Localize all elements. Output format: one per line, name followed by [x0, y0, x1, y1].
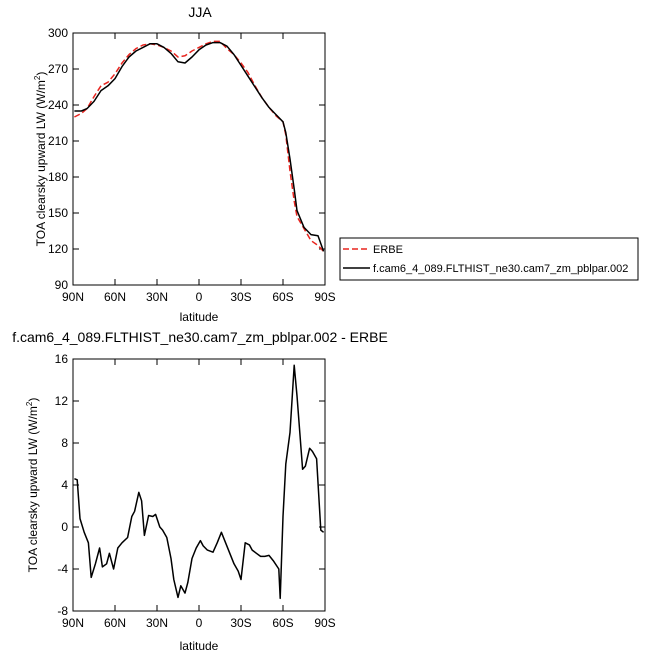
top-chart-title: JJA — [188, 4, 212, 20]
top-y-tick-label: 90 — [55, 278, 69, 292]
top-x-tick-label: 60N — [104, 290, 126, 304]
top-y-tick-label: 240 — [48, 98, 68, 112]
bottom-series-line-0 — [74, 364, 325, 600]
top-y-tick-label: 150 — [48, 206, 68, 220]
top-series-line-1 — [74, 41, 325, 252]
bottom-x-tick-label: 30S — [230, 616, 251, 630]
legend-label-model: f.cam6_4_089.FLTHIST_ne30.cam7_zm_pblpar… — [373, 263, 628, 275]
top-y-tick-label: 270 — [48, 62, 68, 76]
top-y-tick-label: 300 — [48, 26, 68, 40]
bottom-x-tick-label: 60S — [272, 616, 293, 630]
bottom-y-tick-label: -4 — [57, 562, 68, 576]
bottom-x-tick-label: 0 — [196, 616, 203, 630]
top-x-tick-label: 0 — [196, 290, 203, 304]
bottom-y-axis-label: TOA clearsky upward LW (W/m2) — [25, 398, 40, 573]
top-x-tick-label: 30S — [230, 290, 251, 304]
top-x-tick-label: 30N — [146, 290, 168, 304]
legend-label-erbe: ERBE — [373, 244, 403, 256]
top-x-axis-label: latitude — [180, 310, 219, 324]
top-y-tick-label: 180 — [48, 170, 68, 184]
bottom-plot-frame — [72, 358, 326, 612]
top-y-tick-label: 210 — [48, 134, 68, 148]
top-series-line-0 — [74, 40, 325, 252]
top-x-tick-label: 60S — [272, 290, 293, 304]
top-chart: JJA 90N 60N 30N 0 30S 60S 90S 90 120 150 180 210 240… — [33, 4, 639, 324]
bottom-y-tick-label: 16 — [55, 352, 69, 366]
top-x-tick-label: 90S — [314, 290, 335, 304]
top-y-tick-label: 120 — [48, 242, 68, 256]
bottom-x-tick-label: 90S — [314, 616, 335, 630]
bottom-x-axis-label: latitude — [180, 639, 219, 653]
top-chart-legend: ERBE f.cam6_4_089.FLTHIST_ne30.cam7_zm_p… — [339, 237, 639, 281]
bottom-x-tick-label: 60N — [104, 616, 126, 630]
bottom-y-tick-label: 8 — [61, 436, 68, 450]
bottom-y-tick-label: 0 — [61, 520, 68, 534]
top-plot-frame — [72, 32, 326, 286]
bottom-y-tick-label: -8 — [57, 604, 68, 618]
legend-frame — [339, 237, 639, 281]
bottom-chart-title: f.cam6_4_089.FLTHIST_ne30.cam7_zm_pblpar… — [12, 329, 388, 345]
top-y-axis-label: TOA clearsky upward LW (W/m2) — [33, 72, 48, 247]
bottom-x-tick-label: 30N — [146, 616, 168, 630]
bottom-chart: f.cam6_4_089.FLTHIST_ne30.cam7_zm_pblpar… — [12, 329, 388, 653]
bottom-y-tick-label: 12 — [55, 394, 69, 408]
top-x-tick-label: 90N — [62, 290, 84, 304]
bottom-y-tick-label: 4 — [61, 478, 68, 492]
bottom-x-tick-label: 90N — [62, 616, 84, 630]
